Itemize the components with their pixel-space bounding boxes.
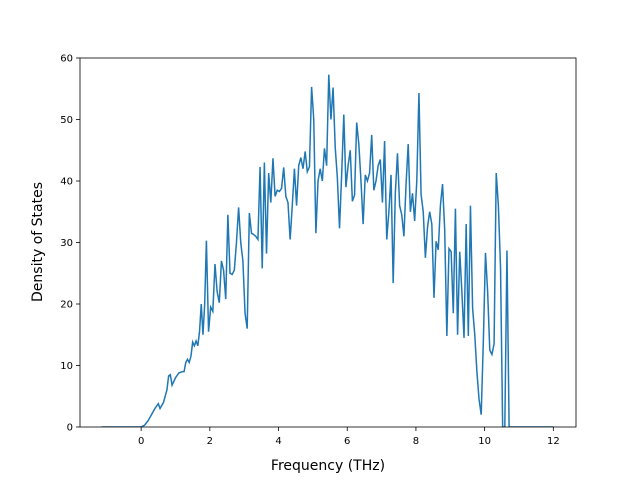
x-tick-label: 10 <box>478 436 491 447</box>
y-tick-label: 50 <box>60 115 73 126</box>
line-series <box>101 74 554 427</box>
x-tick-label: 6 <box>344 436 350 447</box>
x-tick-label: 8 <box>413 436 419 447</box>
x-tick-label: 2 <box>207 436 213 447</box>
x-axis-label: Frequency (THz) <box>271 458 385 474</box>
y-tick-label: 40 <box>60 177 73 188</box>
y-tick-label: 30 <box>60 238 73 249</box>
x-tick-label: 12 <box>547 436 560 447</box>
x-tick-label: 0 <box>138 436 144 447</box>
y-axis-label: Density of States <box>30 182 46 302</box>
y-tick-label: 0 <box>67 423 73 434</box>
y-tick-label: 60 <box>60 54 73 65</box>
plot-frame <box>79 57 577 428</box>
y-tick-label: 20 <box>60 300 73 311</box>
y-tick-label: 10 <box>60 361 73 372</box>
x-tick-label: 4 <box>275 436 281 447</box>
